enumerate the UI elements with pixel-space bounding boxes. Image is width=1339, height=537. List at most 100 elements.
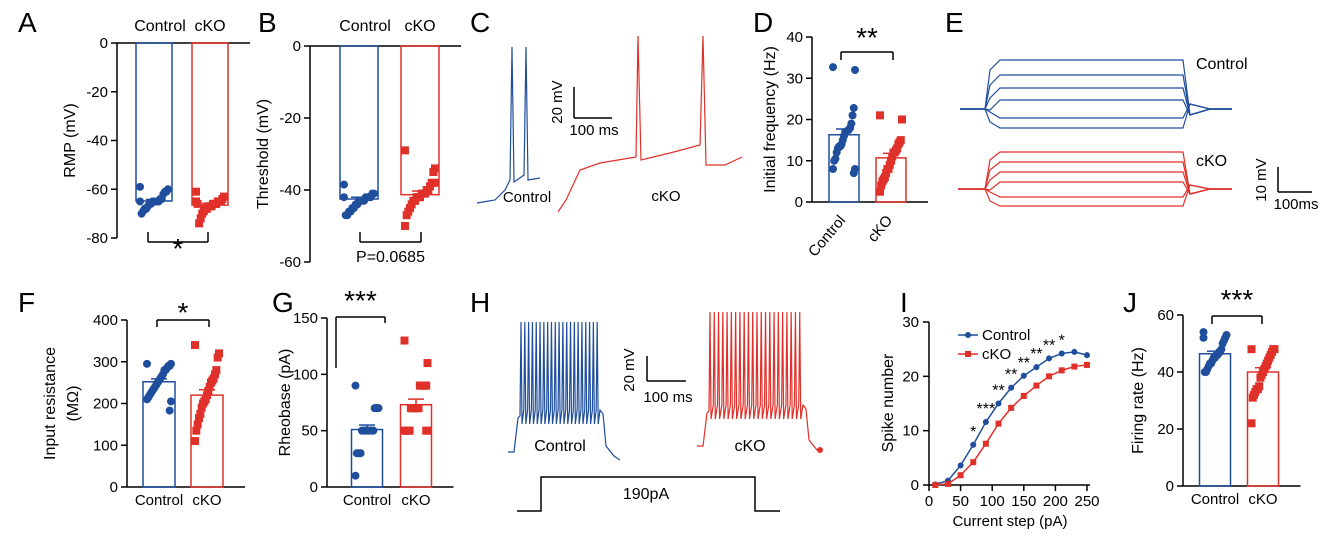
y-tick-label: 50 xyxy=(301,423,318,440)
y-axis-label: Firing rate (Hz) xyxy=(1130,347,1147,454)
data-point xyxy=(143,359,151,368)
significance-label: ** xyxy=(1005,367,1017,384)
y-axis-label: Initial frequency (Hz) xyxy=(762,46,779,193)
trace-control xyxy=(960,74,1232,116)
data-point xyxy=(995,420,1002,427)
data-point xyxy=(1084,352,1090,359)
bar-Control xyxy=(135,42,173,202)
category-label: Control xyxy=(343,492,391,509)
legend-marker xyxy=(965,332,971,338)
x-tick-label: 200 xyxy=(1043,493,1068,510)
y-tick-label: 30 xyxy=(902,314,919,331)
scale-time-label: 100ms xyxy=(1273,196,1318,213)
data-point xyxy=(196,214,205,223)
panel-label-I: I xyxy=(900,287,908,318)
y-tick-label: 0 xyxy=(795,194,803,211)
trace-cko xyxy=(958,184,1232,198)
data-point xyxy=(193,420,202,429)
data-point xyxy=(1084,361,1090,368)
data-point xyxy=(351,471,360,480)
data-point xyxy=(340,180,348,189)
y-tick-label: 400 xyxy=(93,312,118,329)
data-point xyxy=(970,441,977,448)
data-point xyxy=(829,165,837,173)
y-tick-label: -40 xyxy=(279,182,301,199)
y-tick-label: 20 xyxy=(902,368,919,385)
significance-label: *** xyxy=(344,285,377,316)
x-tick-label: 0 xyxy=(925,493,933,510)
data-point xyxy=(191,341,199,350)
category-label: cKO xyxy=(404,18,435,35)
scale-time-label: 100 ms xyxy=(569,122,618,139)
panel-label-D: D xyxy=(753,7,773,38)
data-point xyxy=(1058,350,1065,357)
data-point xyxy=(195,219,204,228)
significance-label: ** xyxy=(1043,337,1055,354)
data-point xyxy=(429,168,438,176)
data-point xyxy=(1033,364,1040,371)
significance-label: * xyxy=(1059,333,1065,350)
data-point xyxy=(401,146,409,155)
significance-label: ** xyxy=(1018,355,1030,372)
data-point xyxy=(431,178,439,187)
trace-label: Control xyxy=(534,438,586,455)
data-point xyxy=(876,111,884,120)
data-point xyxy=(401,222,409,230)
data-point xyxy=(423,359,432,368)
category-label: Control xyxy=(1191,491,1239,508)
scale-voltage-label: 20 mV xyxy=(549,80,566,123)
legend-marker xyxy=(965,351,971,357)
y-tick-label: 100 xyxy=(93,437,118,454)
x-axis-label: Current step (pA) xyxy=(952,513,1067,530)
data-point xyxy=(1071,348,1078,355)
significance-label: ** xyxy=(1030,346,1042,363)
bar-cKO xyxy=(399,404,433,488)
data-point xyxy=(197,403,206,412)
data-point xyxy=(143,395,151,404)
data-point xyxy=(1008,404,1015,411)
category-label: cKO xyxy=(194,18,225,35)
data-point xyxy=(878,177,887,186)
panel-label-A: A xyxy=(18,7,37,38)
data-point xyxy=(213,353,222,362)
data-point xyxy=(136,197,144,206)
data-point xyxy=(1020,372,1027,379)
data-point xyxy=(402,211,411,220)
x-tick-label: 100 xyxy=(980,493,1005,510)
data-point xyxy=(352,449,361,458)
data-point xyxy=(136,182,144,191)
trace-control xyxy=(960,103,1232,129)
significance-label: * xyxy=(178,297,189,328)
trace-control xyxy=(476,46,541,204)
data-point xyxy=(1033,382,1040,389)
x-tick-label: 250 xyxy=(1074,493,1099,510)
trace-label: cKO xyxy=(734,438,765,455)
data-point xyxy=(199,399,207,408)
trace-control xyxy=(960,99,1232,116)
data-point xyxy=(1248,393,1257,402)
y-tick-label: 0 xyxy=(293,38,301,55)
trace-end-marker xyxy=(817,447,823,453)
data-point xyxy=(1046,355,1053,362)
y-tick-label: -80 xyxy=(86,230,108,247)
data-point xyxy=(1247,419,1256,428)
category-label: Control xyxy=(805,212,849,260)
y-axis-label: Threshold (mV) xyxy=(255,99,272,209)
data-point xyxy=(829,63,837,72)
data-point xyxy=(203,391,211,400)
data-point xyxy=(849,169,858,178)
significance-label: * xyxy=(173,233,184,264)
data-point xyxy=(877,181,886,190)
data-point xyxy=(211,370,219,379)
y-tick-label: 0 xyxy=(110,479,118,496)
data-point xyxy=(137,209,146,218)
category-label: cKO xyxy=(192,492,221,509)
data-point xyxy=(205,382,214,391)
data-point xyxy=(1071,363,1078,370)
y-tick-label: -40 xyxy=(86,133,108,150)
y-tick-label: -20 xyxy=(279,110,301,127)
significance-label: * xyxy=(970,424,976,441)
category-label: cKO xyxy=(864,212,896,245)
data-point xyxy=(340,193,348,202)
